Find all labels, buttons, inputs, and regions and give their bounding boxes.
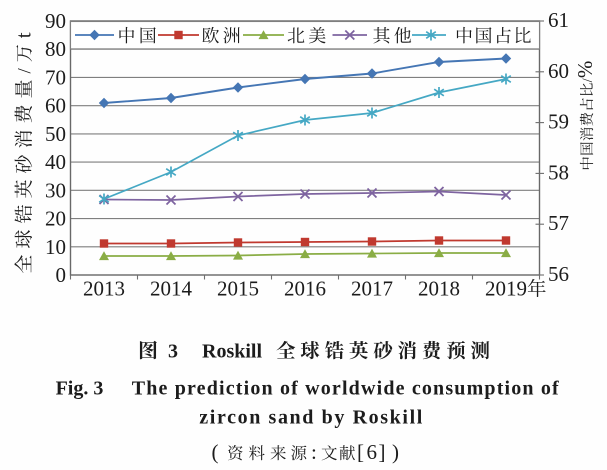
svg-text:30: 30 (45, 178, 66, 202)
svg-text:中国消费占比/%: 中国消费占比/% (573, 60, 597, 170)
svg-text:全球锆英砂消费量/万t: 全球锆英砂消费量/万t (10, 26, 37, 273)
svg-text:北美: 北美 (287, 22, 329, 48)
svg-text:40: 40 (45, 150, 66, 174)
svg-text:Fig. 3: Fig. 3 (56, 378, 104, 400)
svg-text:70: 70 (45, 65, 66, 89)
svg-text:58: 58 (548, 160, 569, 184)
svg-text:90: 90 (45, 9, 66, 33)
svg-text:zircon sand by Roskill: zircon sand by Roskill (199, 407, 422, 429)
svg-text:2019年: 2019年 (485, 274, 547, 302)
svg-text:80: 80 (45, 37, 66, 61)
svg-text:10: 10 (45, 235, 66, 259)
svg-text:欧洲: 欧洲 (202, 22, 244, 48)
svg-text:中国: 中国 (118, 22, 160, 48)
svg-text:50: 50 (45, 122, 66, 146)
svg-text:60: 60 (548, 59, 569, 83)
svg-text:2015: 2015 (217, 277, 259, 301)
svg-text:The prediction of worldwide co: The prediction of worldwide consumption … (132, 378, 559, 400)
svg-text:其他: 其他 (373, 22, 415, 48)
svg-text:中国占比: 中国占比 (455, 22, 533, 48)
svg-text:20: 20 (45, 207, 66, 231)
svg-text:2013: 2013 (83, 277, 125, 301)
svg-text:2017: 2017 (351, 277, 393, 301)
svg-text:59: 59 (548, 110, 569, 134)
svg-text:60: 60 (45, 94, 66, 118)
svg-text:2014: 2014 (150, 277, 193, 301)
svg-text:2018: 2018 (418, 277, 460, 301)
svg-text:57: 57 (548, 211, 569, 235)
svg-text:图: 图 (138, 335, 158, 364)
svg-text:0: 0 (56, 263, 67, 287)
svg-text:全球锆英砂消费预测: 全球锆英砂消费预测 (276, 336, 495, 364)
svg-text:Roskill: Roskill (202, 341, 262, 363)
svg-text:56: 56 (548, 262, 569, 286)
svg-text:61: 61 (548, 8, 569, 32)
svg-text:2016: 2016 (284, 277, 326, 301)
svg-text:3: 3 (168, 341, 178, 363)
